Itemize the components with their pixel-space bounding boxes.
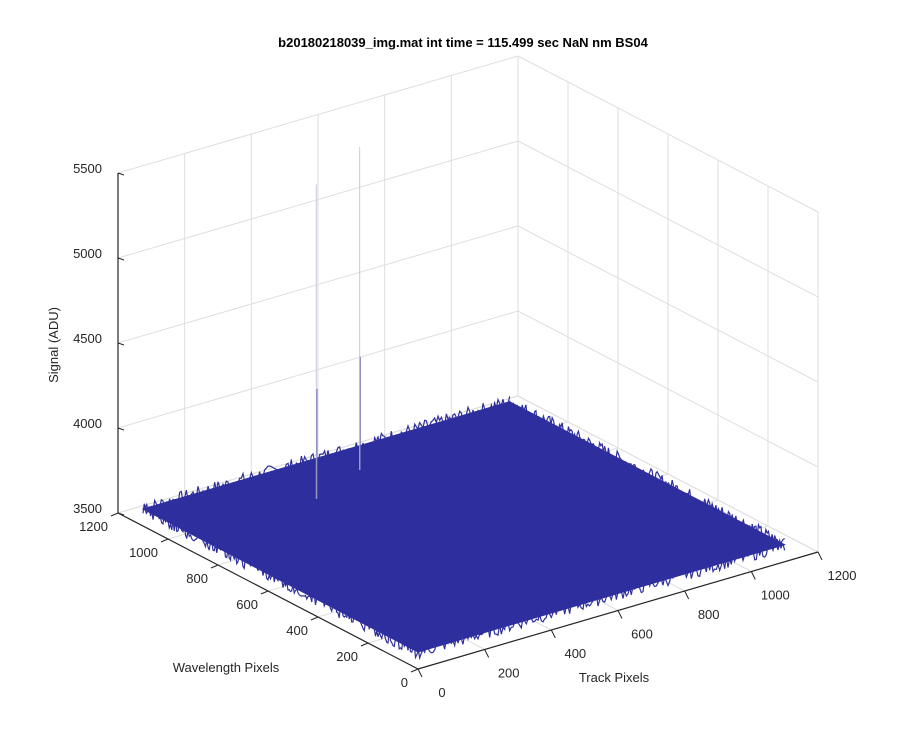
surface — [141, 147, 787, 661]
x-tick-mark — [484, 649, 490, 658]
y-axis-label: Wavelength Pixels — [173, 660, 280, 675]
z-tick-label: 5000 — [73, 246, 102, 261]
x-tick-mark — [817, 551, 823, 561]
grid-line — [117, 225, 519, 344]
x-tick-label: 200 — [498, 666, 520, 681]
y-tick-label: 400 — [286, 623, 308, 638]
z-axis-label: Signal (ADU) — [46, 307, 61, 383]
z-tick-mark — [117, 172, 125, 176]
y-tick-label: 600 — [236, 597, 258, 612]
surface-noise-edge — [417, 538, 785, 661]
y-tick-mark — [360, 642, 369, 647]
z-tick-label: 4500 — [73, 331, 102, 346]
x-tick-mark — [550, 629, 556, 639]
z-tick-mark — [117, 427, 125, 431]
y-tick-mark — [210, 564, 219, 569]
x-tick-label: 400 — [564, 646, 586, 661]
x-tick-label: 600 — [631, 627, 653, 642]
x-tick-label: 1000 — [761, 588, 790, 603]
y-tick-label: 1200 — [79, 519, 108, 534]
grid-line — [117, 140, 519, 259]
y-tick-mark — [310, 616, 319, 621]
surface-noise-edge — [509, 400, 786, 551]
grid-line — [517, 140, 819, 298]
chart-title: b20180218039_img.mat int time = 115.499 … — [278, 35, 648, 50]
surface-noise-edge — [142, 502, 419, 660]
x-tick-mark — [684, 590, 690, 600]
y-tick-label: 1000 — [129, 545, 158, 560]
grid-line — [517, 225, 819, 383]
axes — [110, 172, 823, 678]
z-tick-mark — [117, 257, 125, 261]
x-tick-label: 0 — [438, 685, 445, 700]
z-tick-label: 5500 — [73, 161, 102, 176]
x-tick-mark — [750, 571, 756, 580]
surface-plane — [141, 401, 787, 653]
y-tick-mark — [110, 512, 119, 517]
grid-line — [517, 310, 819, 468]
grid-line — [117, 55, 519, 174]
y-tick-label: 200 — [336, 649, 358, 664]
z-tick-mark — [117, 512, 125, 516]
grid-line — [117, 395, 519, 514]
x-axis-label: Track Pixels — [579, 670, 650, 685]
z-tick-mark — [117, 342, 125, 346]
y-tick-mark — [260, 590, 269, 595]
grid-line — [517, 55, 819, 213]
grid-line — [117, 310, 519, 429]
x-tick-mark — [417, 668, 423, 678]
tick-labels: 0 200 400 600 800 1000 1200 0 200 400 600 800 1000 12… — [73, 161, 856, 700]
x-tick-label: 800 — [698, 607, 720, 622]
surface-noise-edge — [142, 396, 511, 515]
y-tick-label: 0 — [401, 675, 408, 690]
y-tick-mark — [410, 668, 419, 673]
x-tick-label: 1200 — [828, 568, 857, 583]
y-tick-mark — [160, 538, 169, 543]
z-tick-label: 4000 — [73, 416, 102, 431]
x-tick-mark — [617, 610, 623, 619]
z-tick-label: 3500 — [73, 501, 102, 516]
y-tick-label: 800 — [186, 571, 208, 586]
